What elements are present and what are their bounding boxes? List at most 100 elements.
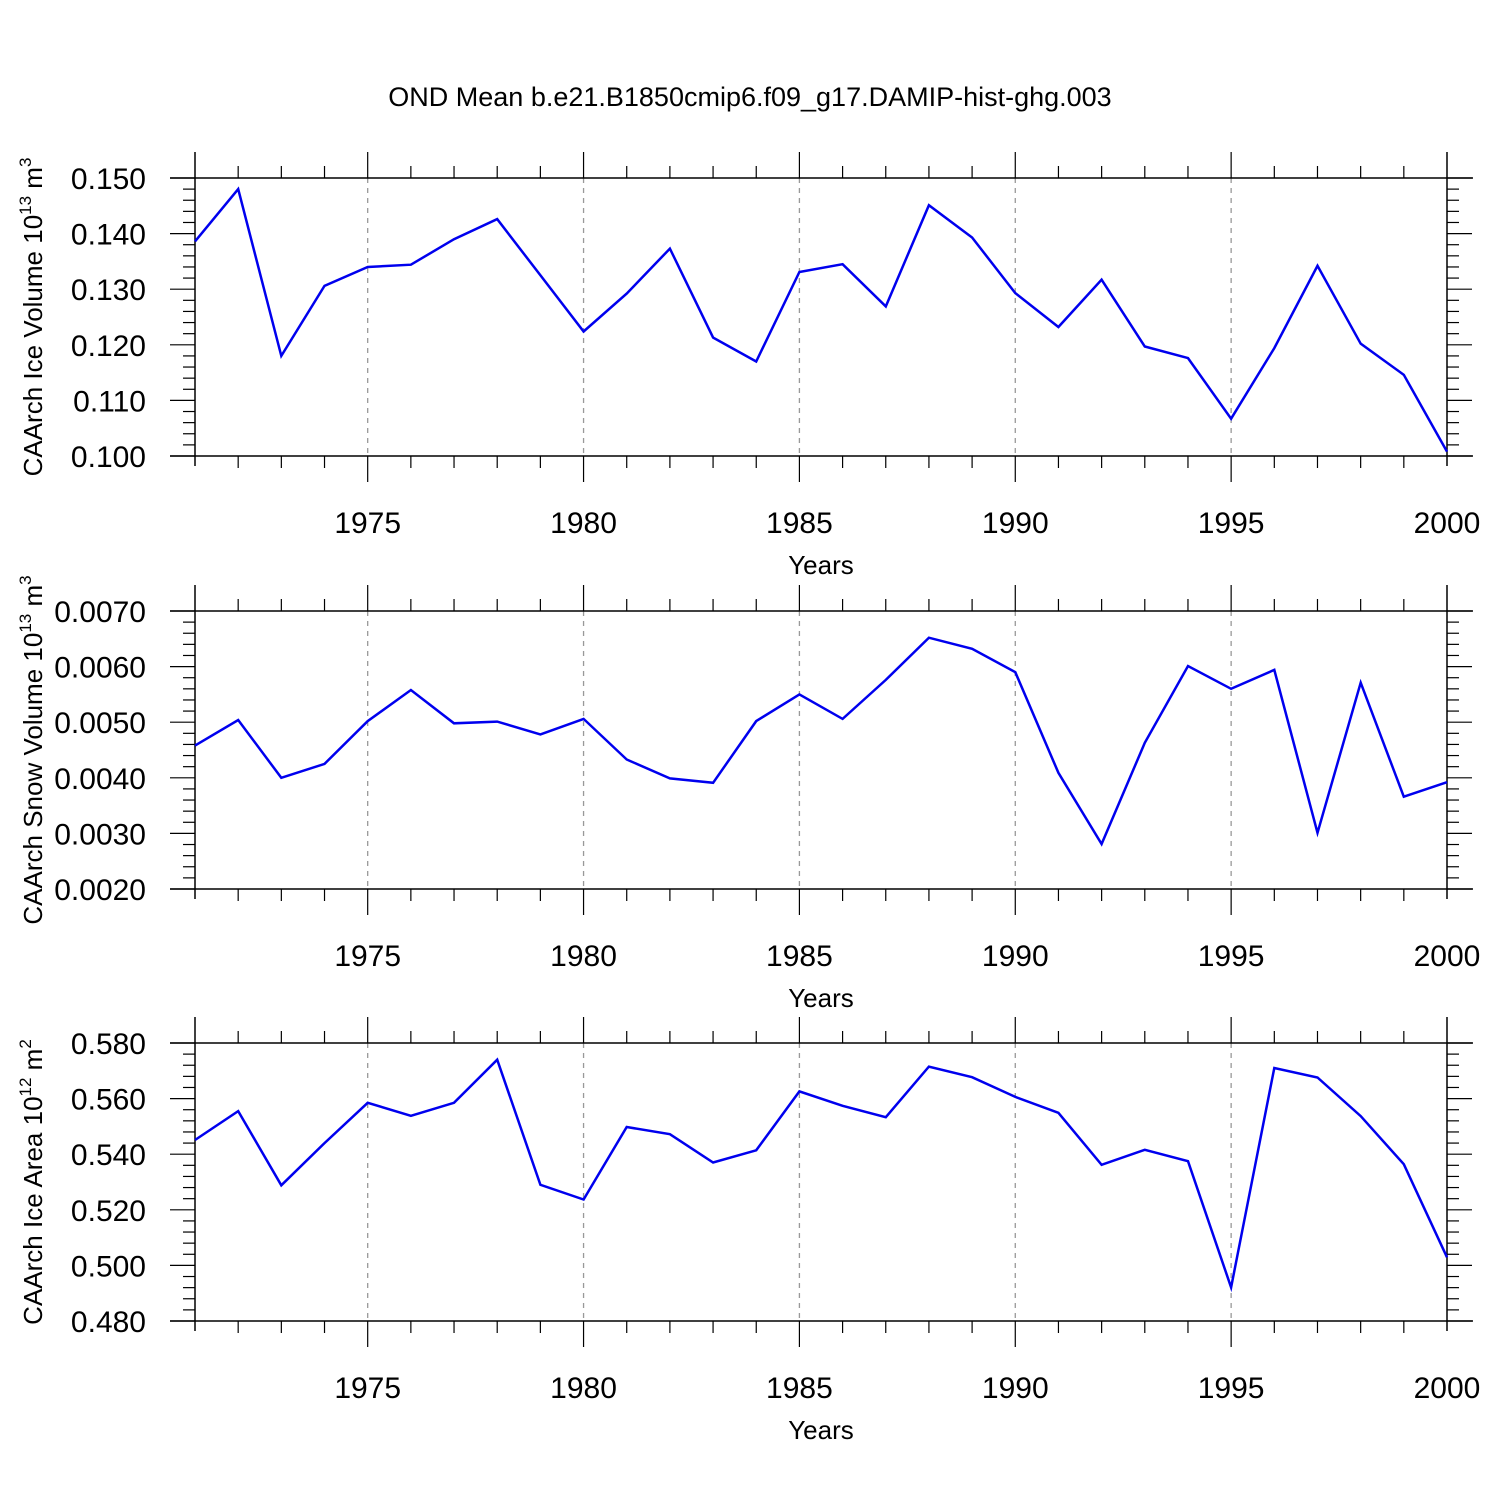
data-point-1971 (193, 744, 197, 748)
data-point-1995 (1229, 1285, 1233, 1289)
series-line (194, 186, 1449, 453)
ytick-label-0.120: 0.120 (71, 330, 146, 363)
data-point-1972 (236, 1109, 240, 1113)
data-point-1989 (970, 235, 974, 239)
data-point-1977 (452, 1101, 456, 1105)
xtick-label-1980: 1980 (550, 940, 617, 973)
data-point-1999 (1402, 1162, 1406, 1166)
xtick-label-1990: 1990 (982, 507, 1049, 540)
data-point-1993 (1143, 344, 1147, 348)
data-point-1984 (754, 359, 758, 363)
ytick-label-0.0030: 0.0030 (54, 818, 146, 851)
data-point-1992 (1100, 278, 1104, 282)
data-point-1971 (193, 239, 197, 243)
data-point-1988 (927, 203, 931, 207)
data-point-1987 (884, 304, 888, 308)
y-axis-label: CAArch Snow Volume 1013 m3 (16, 575, 48, 924)
data-point-1997 (1315, 831, 1319, 835)
data-point-1985 (797, 1089, 801, 1093)
panels-container: 1975 1980 1985 1990 1995 2000 0.100 0.110 0.120 0… (16, 152, 1480, 1445)
ytick-label-0.0050: 0.0050 (54, 707, 146, 740)
data-point-1999 (1402, 795, 1406, 799)
data-point-2000 (1445, 450, 1449, 454)
ytick-label-0.130: 0.130 (71, 274, 146, 307)
data-point-1994 (1186, 1159, 1190, 1163)
data-point-1998 (1359, 1114, 1363, 1118)
data-point-1987 (884, 1115, 888, 1119)
data-point-1972 (236, 718, 240, 722)
xtick-label-1980: 1980 (550, 507, 617, 540)
data-point-1978 (495, 217, 499, 221)
xtick-label-1985: 1985 (766, 940, 833, 973)
xtick-label-1990: 1990 (982, 940, 1049, 973)
ytick-label-0.100: 0.100 (71, 441, 146, 474)
xtick-label-1985: 1985 (766, 507, 833, 540)
ytick-label-0.140: 0.140 (71, 219, 146, 252)
ytick-label-0.540: 0.540 (71, 1139, 146, 1172)
data-point-1988 (927, 636, 931, 640)
xtick-label-1985: 1985 (766, 1372, 833, 1405)
data-point-1980 (582, 717, 586, 721)
xtick-label-1990: 1990 (982, 1372, 1049, 1405)
data-point-1991 (1056, 771, 1060, 775)
data-point-1990 (1013, 1095, 1017, 1099)
data-point-1999 (1402, 373, 1406, 377)
data-point-1978 (495, 720, 499, 724)
data-point-1973 (279, 354, 283, 358)
data-point-1984 (754, 719, 758, 723)
data-point-1984 (754, 1148, 758, 1152)
data-point-1986 (841, 717, 845, 721)
data-point-1983 (711, 336, 715, 340)
data-point-1997 (1315, 1075, 1319, 1079)
data-point-1974 (323, 1141, 327, 1145)
data-point-1976 (409, 1114, 413, 1118)
data-point-1989 (970, 1075, 974, 1079)
data-point-1982 (668, 1132, 672, 1136)
data-point-1975 (366, 265, 370, 269)
data-point-1990 (1013, 291, 1017, 295)
data-point-1979 (538, 273, 542, 277)
panel-1: 1975 1980 1985 1990 1995 2000 0.100 0.110 0.120 0… (16, 152, 1480, 580)
data-point-1977 (452, 237, 456, 241)
data-point-1976 (409, 263, 413, 267)
data-point-1980 (582, 329, 586, 333)
data-point-1981 (625, 757, 629, 761)
data-point-1974 (323, 284, 327, 288)
data-point-1992 (1100, 1163, 1104, 1167)
data-point-1982 (668, 247, 672, 251)
data-point-1974 (323, 762, 327, 766)
y-axis-label: CAArch Ice Volume 1013 m3 (16, 158, 48, 477)
xtick-label-2000: 2000 (1414, 1372, 1481, 1405)
data-point-1988 (927, 1065, 931, 1069)
ytick-label-0.110: 0.110 (73, 385, 146, 418)
xtick-label-1995: 1995 (1198, 507, 1265, 540)
xtick-label-1975: 1975 (334, 940, 401, 973)
data-point-1994 (1186, 664, 1190, 668)
data-point-1983 (711, 781, 715, 785)
data-point-1976 (409, 688, 413, 692)
data-point-1977 (452, 721, 456, 725)
data-point-1981 (625, 292, 629, 296)
ytick-label-0.0060: 0.0060 (54, 652, 146, 685)
data-point-1973 (279, 1183, 283, 1187)
data-point-1998 (1359, 342, 1363, 346)
ytick-label-0.150: 0.150 (71, 163, 146, 196)
data-point-1994 (1186, 356, 1190, 360)
ytick-label-0.580: 0.580 (71, 1028, 146, 1061)
data-point-1998 (1359, 681, 1363, 685)
data-point-1979 (538, 732, 542, 736)
data-point-1983 (711, 1161, 715, 1165)
data-point-1972 (236, 187, 240, 191)
ytick-label-0.520: 0.520 (71, 1195, 146, 1228)
data-point-1985 (797, 692, 801, 696)
data-point-1979 (538, 1183, 542, 1187)
data-point-2000 (1445, 1255, 1449, 1259)
ytick-label-0.560: 0.560 (71, 1084, 146, 1117)
data-point-1996 (1272, 346, 1276, 350)
x-axis-label: Years (788, 550, 854, 580)
data-point-1996 (1272, 668, 1276, 672)
panel-3: 1975 1980 1985 1990 1995 2000 0.480 0.500 0.520 0… (16, 1017, 1480, 1445)
ytick-label-0.480: 0.480 (71, 1306, 146, 1339)
data-point-1997 (1315, 264, 1319, 268)
data-point-1991 (1056, 325, 1060, 329)
